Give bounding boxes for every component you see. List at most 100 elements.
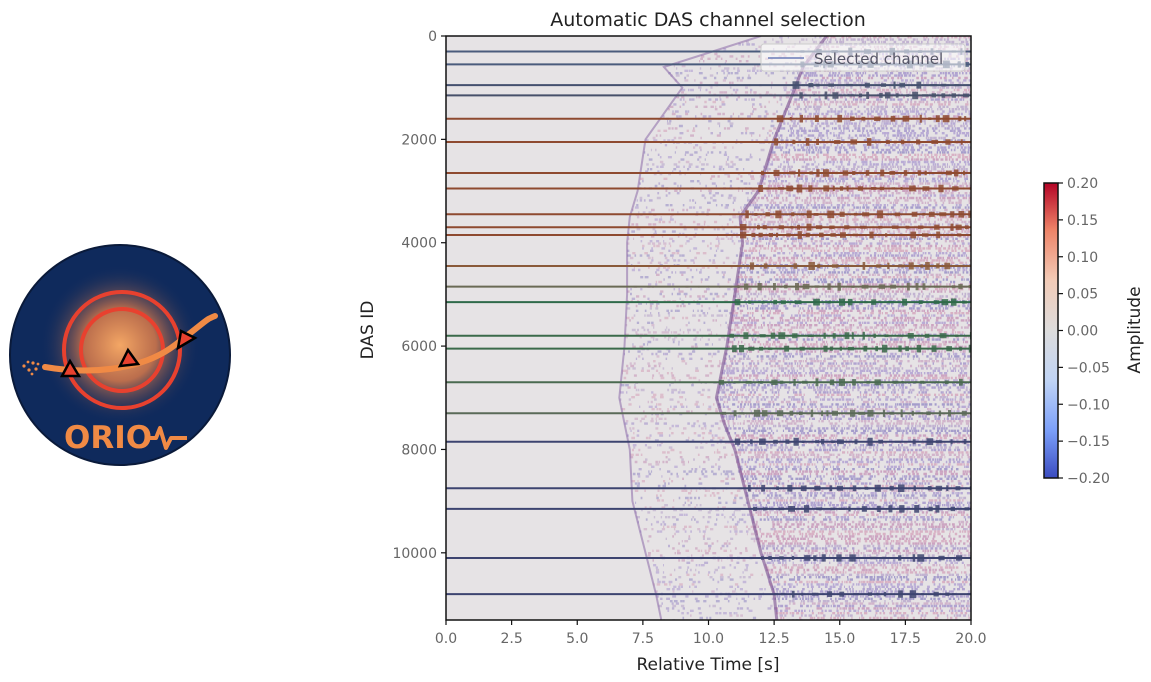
x-tick-label: 10.0 [693,631,724,647]
waveform-noise [638,468,720,471]
waveform-noise [775,607,971,610]
waveform-noise [662,115,785,118]
waveform-noise [764,564,971,567]
y-tick-label: 4000 [401,236,437,252]
waveform-noise [728,355,971,358]
waveform-noise [723,422,971,425]
waveform-noise [749,489,955,492]
y-tick-label: 10000 [392,546,437,562]
waveform-noise [682,616,757,620]
waveform-noise [621,372,713,375]
waveform-noise [770,151,970,154]
waveform-noise [746,40,821,44]
waveform-noise [730,321,971,324]
waveform-noise [620,384,694,387]
waveform-noise [735,451,971,454]
waveform-noise [757,192,971,195]
waveform-noise [662,576,751,579]
waveform-noise [657,578,734,581]
waveform-noise [625,420,723,423]
colorbar-gradient [1043,182,1059,479]
x-tick-label: 0.0 [435,631,457,647]
waveform-noise [732,309,971,312]
waveform-noise [665,189,760,192]
waveform-noise [655,134,771,137]
logo-ring-outer [62,290,182,410]
waveform-noise [732,444,970,447]
waveform-noise [734,326,971,329]
waveform-noise [739,446,970,449]
waveform-noise [628,403,715,406]
waveform-noise [766,165,966,168]
waveform-noise [779,614,971,617]
waveform-noise [674,79,743,82]
colorbar-ticks: 0.20 0.15 0.10 0.05 0.00 −0.05 −0.10 −0.15 −0.20 [1058,176,1110,487]
channel-signal-burst [745,210,971,219]
waveform-noise [747,482,971,485]
waveform-noise [790,132,970,135]
waveform-noise [654,439,723,442]
waveform-noise [743,249,971,252]
colorbar-tick-label: −0.10 [1067,397,1110,413]
waveform-noise [673,585,740,588]
waveform-noise [794,88,971,92]
waveform-noise [775,612,968,615]
channel-signal-burst [721,409,967,418]
x-tick-label: 17.5 [890,631,921,647]
waveform-noise [761,547,967,550]
colorbar-tick-label: 0.10 [1067,250,1098,266]
waveform-noise [827,38,971,41]
waveform-noise [627,242,736,245]
waveform-noise [779,127,971,130]
waveform-noise [636,199,751,202]
orio-logo: ORIO [9,244,231,466]
waveform-noise [731,314,965,317]
x-tick-label: 2.5 [500,631,522,647]
waveform-noise [761,182,970,185]
waveform-noise [760,535,971,538]
waveform-noise [745,208,969,212]
waveform-noise [632,343,713,346]
waveform-noise [669,600,747,603]
waveform-noise [772,38,814,41]
waveform-noise [754,525,971,528]
channel-signal-burst [734,298,967,306]
waveform-noise [750,511,965,514]
waveform-noise [724,357,965,360]
waveform-noise [646,163,736,166]
waveform-noise [758,501,971,504]
waveform-noise [750,201,971,204]
waveform-noise [711,175,762,178]
waveform-noise [655,271,726,274]
waveform-noise [644,415,659,418]
waveform-noise [636,295,735,298]
waveform-noise [638,182,759,185]
waveform-noise [742,240,971,243]
waveform-noise [727,374,968,377]
waveform-noise [734,324,971,327]
waveform-noise [767,184,971,188]
waveform-noise [746,494,959,497]
waveform-noise [639,405,712,408]
waveform-noise [752,520,969,524]
waveform-noise [772,146,971,149]
waveform-noise [745,256,970,260]
waveform-noise [634,489,741,492]
waveform-noise [726,367,971,370]
waveform-noise [642,244,720,248]
waveform-noise [632,472,735,476]
waveform-noise [718,388,971,392]
waveform-noise [739,468,971,471]
logo-station-icon [176,329,198,351]
waveform-noise [668,544,729,548]
waveform-noise [738,465,969,468]
waveform-noise [631,328,711,332]
waveform-noise [726,429,971,432]
waveform-noise [637,475,730,478]
waveform-noise [776,583,971,586]
waveform-noise [752,199,971,202]
waveform-noise [749,247,971,250]
waveform-noise [721,415,970,418]
waveform-noise [629,319,717,322]
waveform-noise [735,290,961,293]
